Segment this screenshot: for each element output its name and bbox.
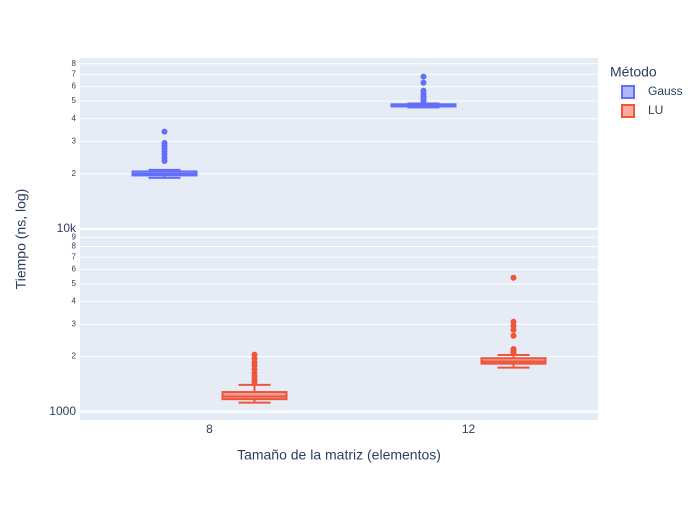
legend-label: LU bbox=[648, 103, 663, 117]
outlier bbox=[251, 351, 258, 358]
y-tick-label: 9 bbox=[72, 232, 77, 241]
y-tick-label: 8 bbox=[72, 59, 77, 68]
plot-area bbox=[80, 58, 598, 420]
y-tick-label: 1000 bbox=[49, 404, 76, 418]
y-tick-label: 10k bbox=[57, 221, 77, 235]
legend-label: Gauss bbox=[648, 84, 683, 98]
y-tick-label: 6 bbox=[72, 82, 77, 91]
y-tick-label: 6 bbox=[72, 264, 77, 273]
y-tick-label: 8 bbox=[72, 242, 77, 251]
x-tick-label: 8 bbox=[206, 422, 213, 436]
legend-title: Método bbox=[610, 64, 657, 80]
outlier bbox=[510, 332, 517, 339]
outlier bbox=[420, 79, 427, 86]
outlier bbox=[420, 73, 427, 80]
y-tick-label: 3 bbox=[72, 320, 77, 329]
outlier bbox=[510, 318, 517, 325]
outlier bbox=[161, 139, 168, 146]
y-axis-label: Tiempo (ns, log) bbox=[13, 189, 29, 290]
legend-symbol bbox=[621, 104, 635, 118]
y-tick-label: 4 bbox=[72, 114, 77, 123]
outlier bbox=[510, 346, 517, 353]
outlier bbox=[510, 326, 517, 333]
y-tick-label: 5 bbox=[72, 96, 77, 105]
y-tick-label: 4 bbox=[72, 297, 77, 306]
y-tick-label: 2 bbox=[72, 352, 77, 361]
y-tick-label: 7 bbox=[72, 252, 77, 261]
legend-symbol bbox=[621, 85, 635, 99]
y-tick-label: 5 bbox=[72, 279, 77, 288]
outlier bbox=[161, 128, 168, 135]
x-axis-label: Tamaño de la matriz (elementos) bbox=[237, 447, 441, 463]
outlier bbox=[510, 274, 517, 281]
x-tick-label: 12 bbox=[462, 422, 476, 436]
outlier bbox=[420, 87, 427, 94]
y-tick-label: 3 bbox=[72, 137, 77, 146]
y-tick-label: 2 bbox=[72, 169, 77, 178]
y-tick-label: 7 bbox=[72, 69, 77, 78]
outlier bbox=[251, 359, 258, 366]
